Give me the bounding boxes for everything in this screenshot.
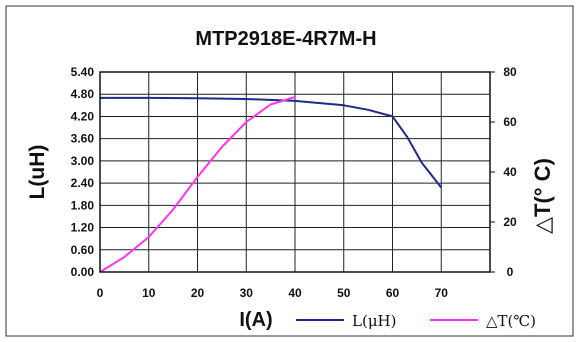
y-left-tick-label: 2.40 xyxy=(71,176,95,190)
grid xyxy=(99,71,491,273)
y-left-tick-label: 3.60 xyxy=(71,132,95,146)
y-left-tick-label: 3.00 xyxy=(71,154,95,168)
tick-labels: 0.00 0.60 1.20 1.80 2.40 3.00 3.60 4.20 4.80 5.40… xyxy=(71,65,517,300)
x-tick-label: 20 xyxy=(191,286,205,300)
y-left-tick-label: 4.80 xyxy=(71,87,95,101)
x-tick-label: 50 xyxy=(337,286,351,300)
legend: L(μH) △T(℃) xyxy=(296,312,536,330)
x-tick-label: 60 xyxy=(386,286,400,300)
x-axis-label: I(A) xyxy=(239,309,272,331)
y-right-tick-label: 60 xyxy=(503,115,517,129)
y-left-tick-label: 0.60 xyxy=(71,243,95,257)
y-left-tick-label: 1.80 xyxy=(71,198,95,212)
x-tick-label: 0 xyxy=(97,286,104,300)
legend-label: L(μH) xyxy=(352,312,397,330)
x-tick-label: 30 xyxy=(240,286,254,300)
y-left-tick-label: 5.40 xyxy=(71,65,95,79)
series-line-delta-t xyxy=(99,96,296,273)
y-right-tick-label: 40 xyxy=(503,165,517,179)
y-left-tick-label: 4.20 xyxy=(71,109,95,123)
chart-title: MTP2918E-4R7M-H xyxy=(195,28,376,50)
y-right-tick-label: 20 xyxy=(503,215,517,229)
x-tick-label: 40 xyxy=(288,286,302,300)
y-axis-right-label: △T(° C) xyxy=(530,158,555,234)
x-tick-label: 70 xyxy=(435,286,449,300)
legend-label: △T(℃) xyxy=(486,312,536,330)
y-right-tick-label: 0 xyxy=(507,265,514,279)
y-right-tick-label: 80 xyxy=(503,65,517,79)
x-tick-label: 10 xyxy=(142,286,156,300)
series-layer xyxy=(99,96,443,273)
y-left-tick-label: 1.20 xyxy=(71,221,95,235)
y-axis-left-label: L(uH) xyxy=(26,145,49,200)
y-left-tick-label: 0.00 xyxy=(71,265,95,279)
axes xyxy=(99,71,495,273)
series-line-inductance xyxy=(100,96,443,189)
